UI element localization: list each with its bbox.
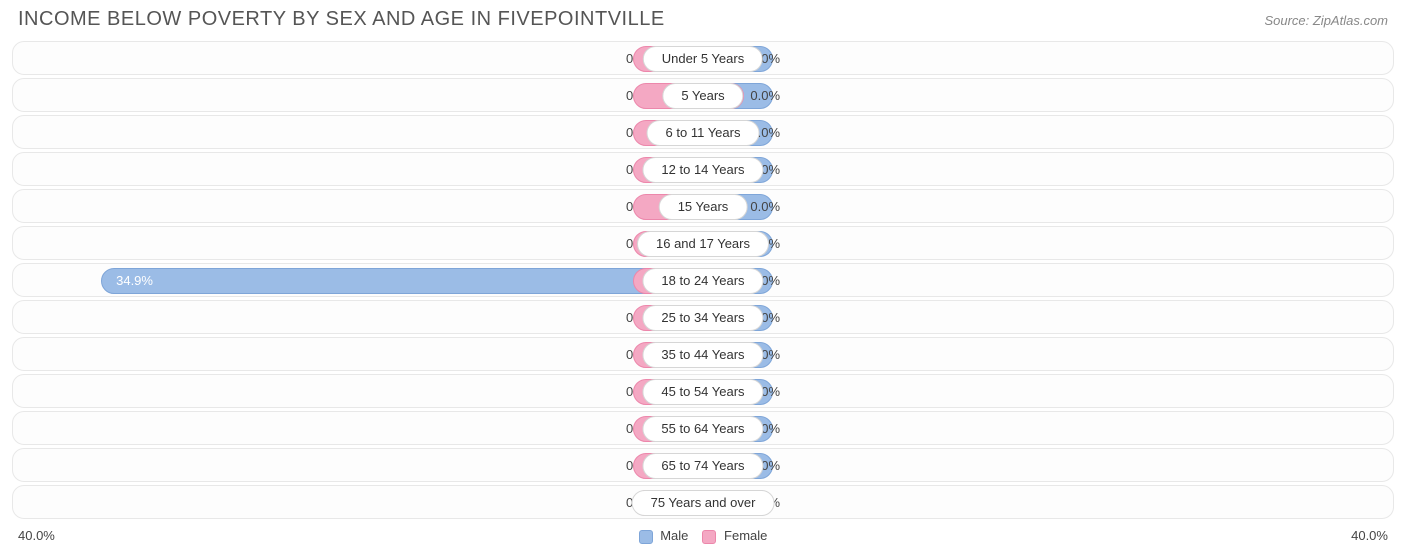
- category-pill: 35 to 44 Years: [642, 342, 763, 368]
- chart-row: 0.0%0.0%15 Years: [12, 189, 1394, 223]
- legend-female: Female: [702, 528, 767, 544]
- axis-left-max: 40.0%: [18, 528, 55, 543]
- header: INCOME BELOW POVERTY BY SEX AND AGE IN F…: [0, 0, 1406, 41]
- chart-row: 0.0%0.0%25 to 34 Years: [12, 300, 1394, 334]
- category-pill: 55 to 64 Years: [642, 416, 763, 442]
- chart-row: 34.9%0.0%18 to 24 Years: [12, 263, 1394, 297]
- category-pill: Under 5 Years: [643, 46, 763, 72]
- category-pill: 25 to 34 Years: [642, 305, 763, 331]
- category-pill: 5 Years: [662, 83, 743, 109]
- legend-male-label: Male: [660, 528, 688, 543]
- chart-area: 0.0%0.0%Under 5 Years 0.0% 0.0% 5 Years 0.0%…: [0, 41, 1406, 519]
- legend-male: Male: [639, 528, 689, 544]
- chart-row: 0.0%0.0%75 Years and over: [12, 485, 1394, 519]
- category-pill: 18 to 24 Years: [642, 268, 763, 294]
- male-swatch-icon: [639, 530, 653, 544]
- chart-row: 0.0%0.0%12 to 14 Years: [12, 152, 1394, 186]
- female-value-label: 0.0%: [750, 190, 780, 224]
- chart-row: 0.0%0.0%Under 5 Years: [12, 41, 1394, 75]
- category-pill: 65 to 74 Years: [642, 453, 763, 479]
- category-pill: 12 to 14 Years: [642, 157, 763, 183]
- axis-right-max: 40.0%: [1351, 528, 1388, 543]
- chart-row: 0.0%0.0%35 to 44 Years: [12, 337, 1394, 371]
- chart-row: 0.0%0.0%45 to 54 Years: [12, 374, 1394, 408]
- chart-row: 0.0%0.0%65 to 74 Years: [12, 448, 1394, 482]
- female-value-label: 0.0%: [750, 79, 780, 113]
- chart-row: 0.0%0.0%16 and 17 Years: [12, 226, 1394, 260]
- male-value-label: 34.9%: [116, 264, 153, 298]
- source-attribution: Source: ZipAtlas.com: [1264, 13, 1388, 28]
- category-pill: 75 Years and over: [632, 490, 775, 516]
- chart-row: 0.0%0.0%55 to 64 Years: [12, 411, 1394, 445]
- legend: Male Female: [639, 528, 768, 544]
- category-pill: 16 and 17 Years: [637, 231, 769, 257]
- category-pill: 6 to 11 Years: [647, 120, 760, 146]
- chart-row: 0.0%0.0%5 Years: [12, 78, 1394, 112]
- chart-title: INCOME BELOW POVERTY BY SEX AND AGE IN F…: [18, 8, 665, 31]
- chart-footer: 40.0% Male Female 40.0%: [0, 522, 1406, 544]
- female-swatch-icon: [702, 530, 716, 544]
- chart-row: 0.0%0.0%6 to 11 Years: [12, 115, 1394, 149]
- category-pill: 15 Years: [659, 194, 748, 220]
- category-pill: 45 to 54 Years: [642, 379, 763, 405]
- legend-female-label: Female: [724, 528, 767, 543]
